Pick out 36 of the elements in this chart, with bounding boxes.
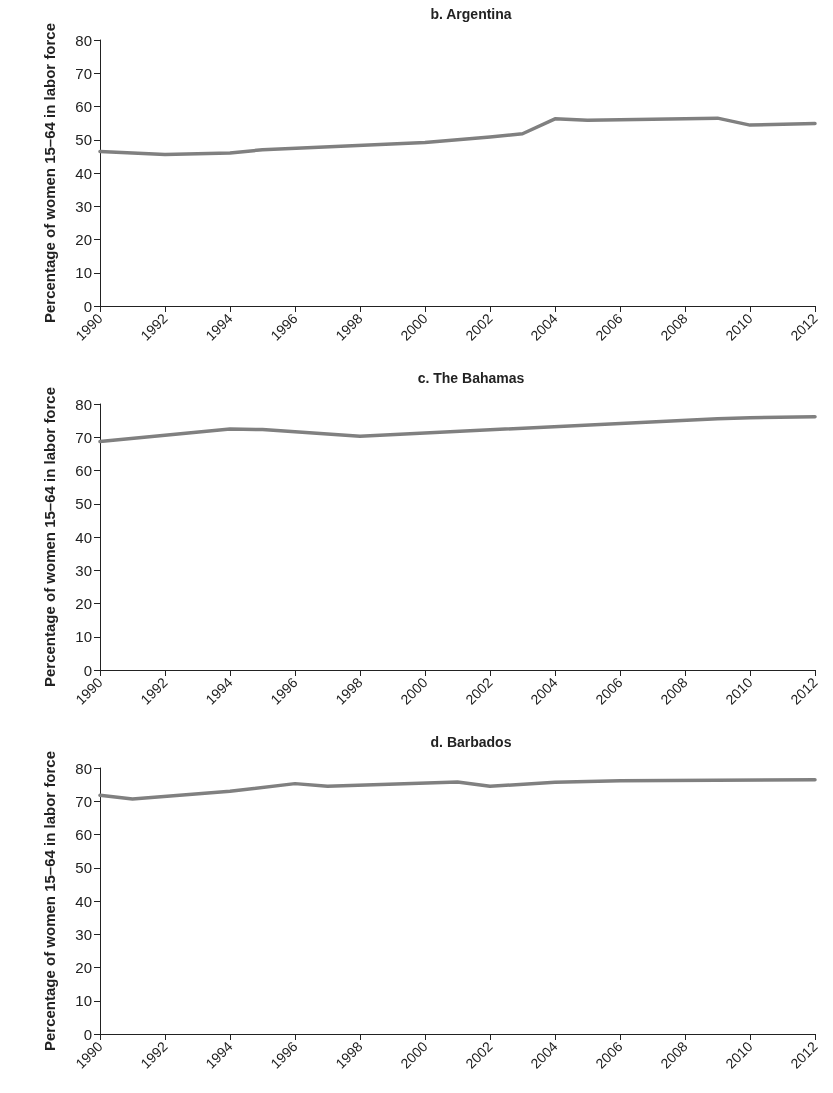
y-tick-label: 20 <box>75 595 92 612</box>
chart-title: c. The Bahamas <box>417 370 525 386</box>
y-tick-label: 80 <box>75 31 92 49</box>
y-tick-label: 0 <box>83 1025 92 1043</box>
y-tick-label: 80 <box>75 395 92 413</box>
y-tick-label: 50 <box>75 495 92 513</box>
y-tick-label: 40 <box>75 528 92 546</box>
y-tick-label: 0 <box>83 661 92 679</box>
chart-title: d. Barbados <box>430 734 512 750</box>
y-tick-label: 60 <box>75 98 92 115</box>
y-axis-title: Percentage of women 15–64 in labor force <box>40 22 58 324</box>
y-tick-label: 10 <box>75 264 92 282</box>
y-tick-label: 20 <box>75 231 92 248</box>
y-tick-label: 40 <box>75 892 92 910</box>
y-tick-label: 60 <box>75 826 92 843</box>
y-tick-label: 50 <box>75 859 92 877</box>
y-tick-label: 70 <box>75 792 92 810</box>
y-tick-label: 40 <box>75 164 92 182</box>
chart-title: b. Argentina <box>430 6 512 22</box>
line-series <box>98 116 817 157</box>
y-tick-label: 10 <box>75 628 92 646</box>
y-tick-label: 70 <box>75 428 92 446</box>
y-tick-label: 60 <box>75 462 92 479</box>
line-series <box>98 414 817 444</box>
y-tick-label: 80 <box>75 759 92 777</box>
line-series <box>98 777 817 801</box>
y-tick-label: 0 <box>83 297 92 315</box>
y-tick-label: 30 <box>75 561 92 579</box>
y-axis-title: Percentage of women 15–64 in labor force <box>40 750 58 1052</box>
y-tick-label: 70 <box>75 64 92 82</box>
y-tick-label: 10 <box>75 992 92 1010</box>
y-axis-title: Percentage of women 15–64 in labor force <box>40 386 58 688</box>
y-tick-label: 30 <box>75 925 92 943</box>
y-tick-label: 30 <box>75 197 92 215</box>
y-tick-label: 20 <box>75 959 92 976</box>
y-tick-label: 50 <box>75 131 92 149</box>
